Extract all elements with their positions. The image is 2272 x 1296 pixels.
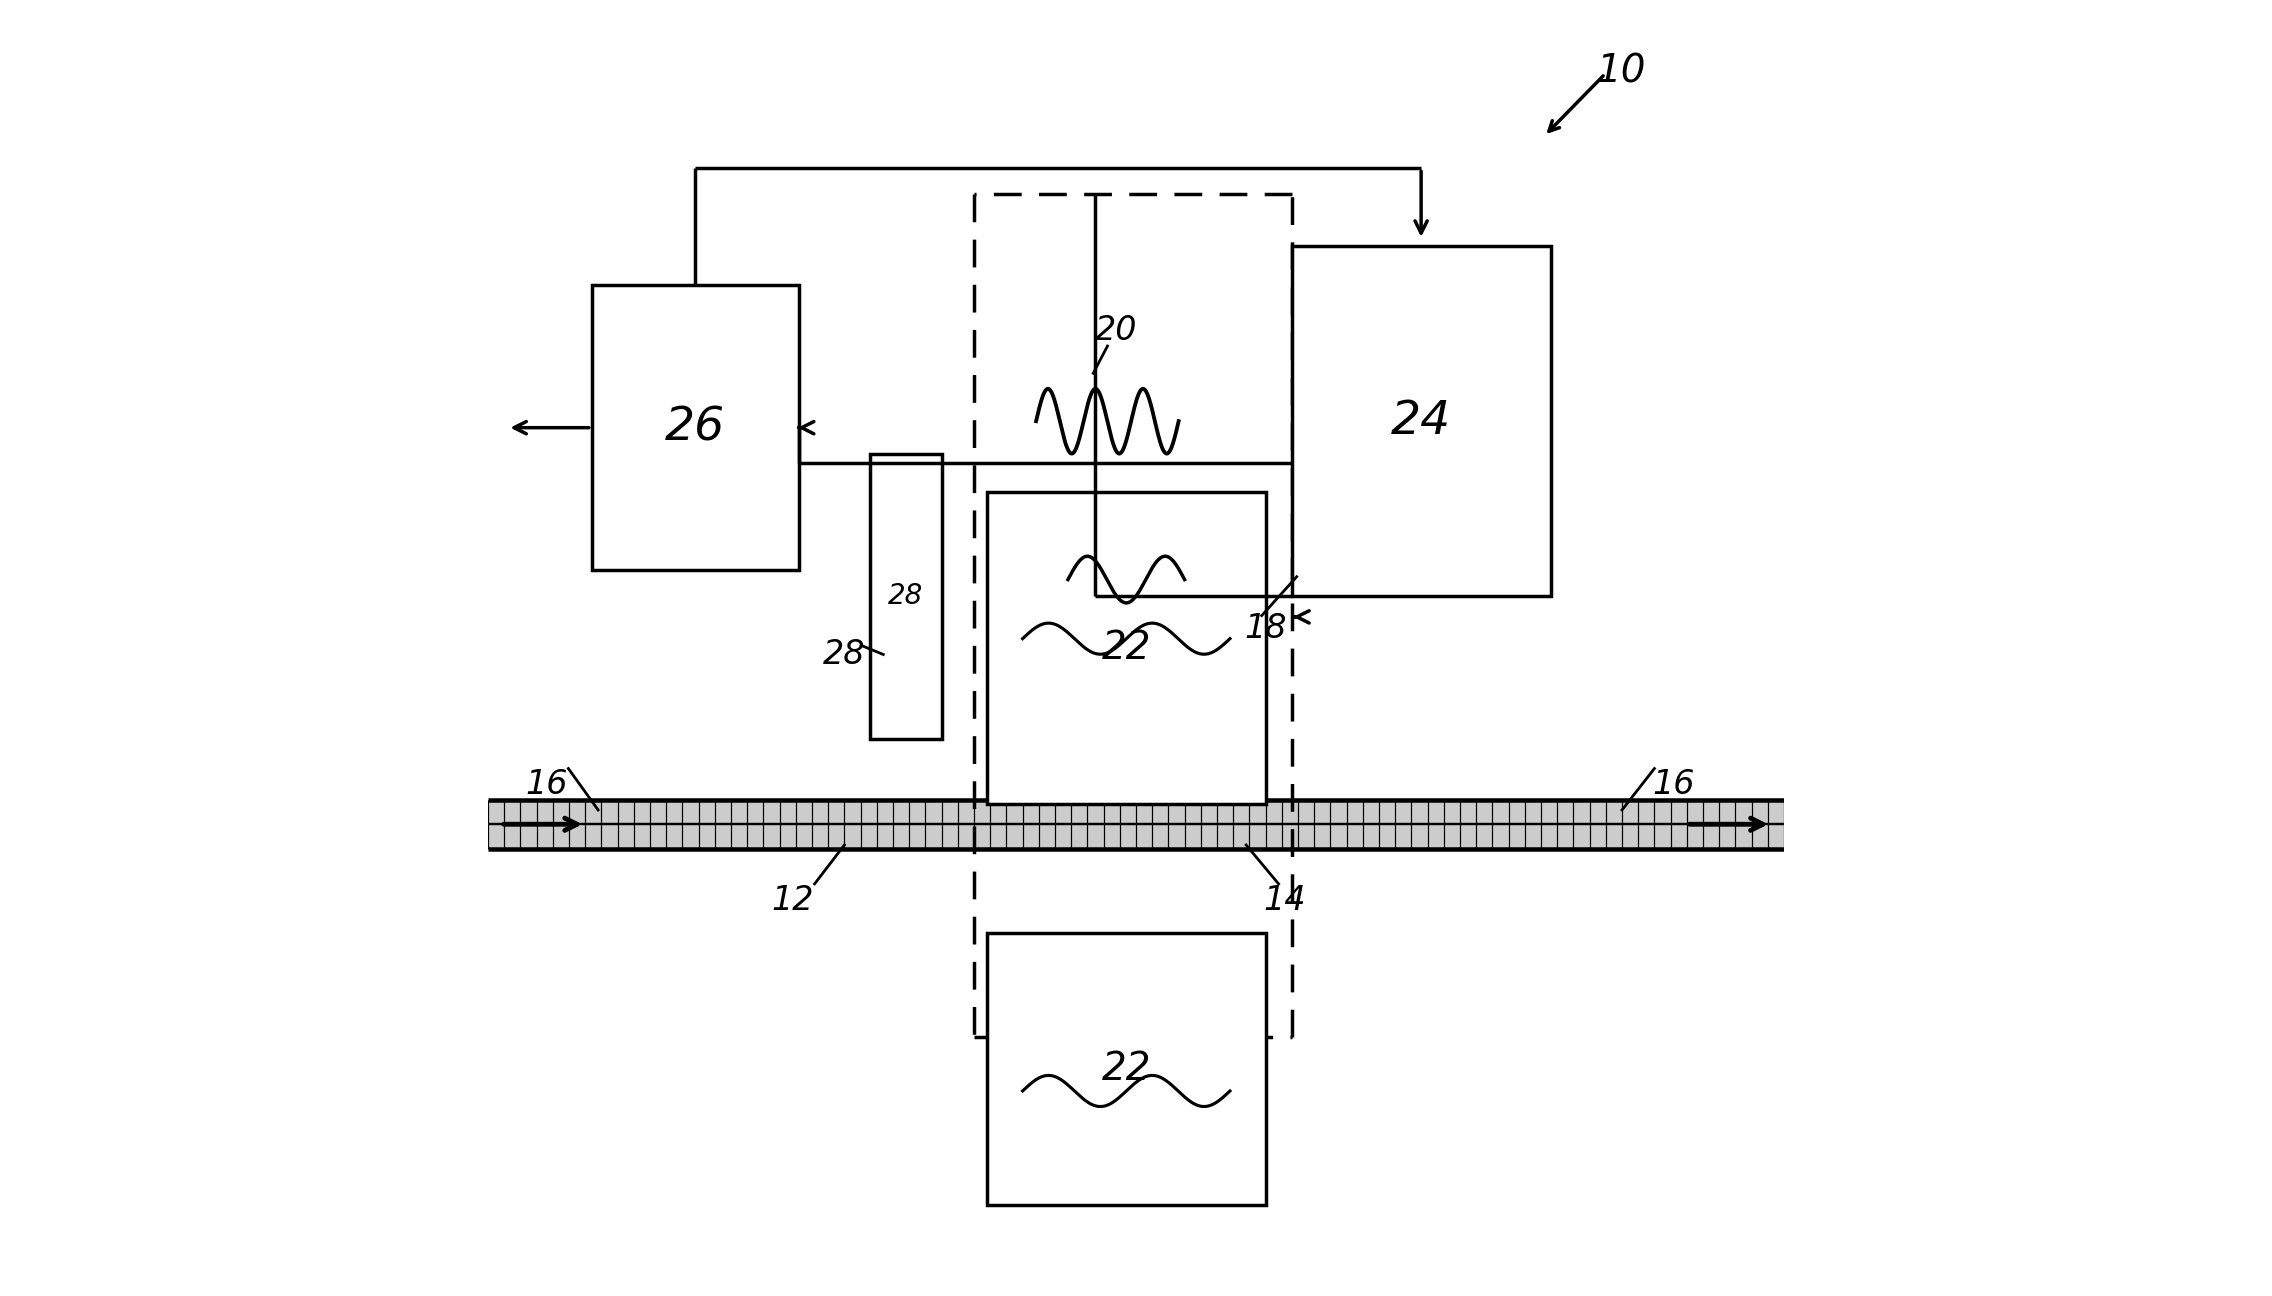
Text: 14: 14 (1263, 884, 1306, 918)
Bar (1290, 246, 1552, 596)
Text: 28: 28 (822, 638, 866, 671)
Text: 12: 12 (770, 884, 813, 918)
Text: 16: 16 (525, 767, 568, 801)
Bar (986, 492, 1266, 804)
Text: 18: 18 (1245, 612, 1286, 645)
Bar (870, 454, 941, 739)
Text: 22: 22 (1102, 1050, 1152, 1089)
Text: 22: 22 (1102, 629, 1152, 667)
Text: 20: 20 (1095, 314, 1138, 347)
Text: 10: 10 (1595, 52, 1645, 91)
Bar (488, 800, 1784, 849)
Text: 26: 26 (666, 406, 725, 450)
Text: 16: 16 (1652, 767, 1695, 801)
Text: 28: 28 (888, 582, 925, 610)
Text: 24: 24 (1390, 399, 1452, 443)
Bar (986, 933, 1266, 1205)
Bar (591, 285, 800, 570)
